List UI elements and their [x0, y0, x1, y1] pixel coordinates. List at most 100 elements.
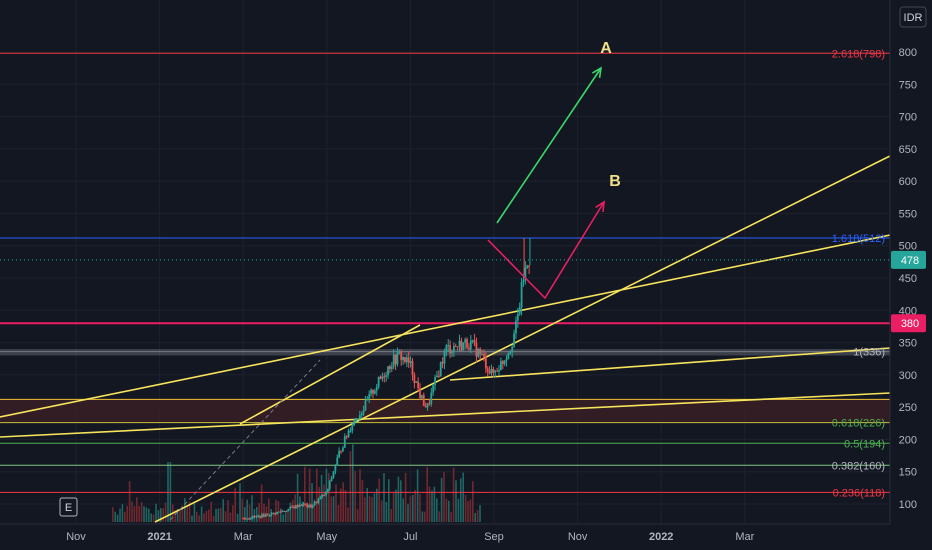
volume-bar — [330, 496, 332, 522]
time-axis[interactable]: Nov 2021 Mar May Jul Sep Nov 2022 Mar — [0, 523, 890, 543]
candle-body — [434, 377, 436, 386]
fib-label: 1.618(512) — [832, 233, 885, 245]
volume-bar — [390, 508, 392, 522]
candle-body — [270, 512, 273, 516]
candle-body — [387, 366, 389, 376]
candle-body — [264, 514, 267, 517]
volume-bar — [392, 491, 395, 522]
volume-bar — [289, 502, 292, 522]
candle-body — [390, 366, 393, 369]
zone-red — [0, 399, 890, 423]
candle-body — [330, 477, 333, 481]
candle-body — [362, 410, 365, 414]
events-button[interactable] — [59, 497, 78, 517]
events-label: E — [65, 502, 72, 514]
candle-body — [304, 503, 307, 505]
volume-bar — [318, 486, 320, 522]
volume-bar — [448, 500, 450, 522]
volume-bar — [419, 494, 421, 522]
price-tick-label: 650 — [899, 144, 917, 156]
candle-body — [443, 351, 446, 364]
volume-bar — [306, 502, 308, 522]
price-tick-label: 750 — [899, 79, 917, 91]
volume-bar — [224, 511, 227, 522]
candle-body — [451, 350, 453, 354]
volume-bar — [148, 508, 150, 522]
arrow-a — [496, 67, 602, 224]
volume-bar — [404, 472, 407, 522]
volume-bar — [359, 469, 361, 522]
candle-body — [492, 369, 495, 373]
candle-body — [285, 511, 288, 513]
candle-body — [321, 494, 324, 498]
candle-body — [432, 385, 435, 393]
volume-bar — [272, 511, 275, 522]
volume-bar — [150, 513, 152, 522]
candle-body — [507, 353, 510, 359]
candle-body — [276, 511, 278, 515]
arrow-b — [487, 201, 605, 300]
volume-bar — [292, 499, 294, 522]
candle-body — [458, 340, 461, 347]
volume-bar — [383, 473, 385, 522]
volume-bar — [284, 511, 287, 522]
price-tick-label: 350 — [899, 338, 917, 350]
candle-body — [306, 504, 309, 507]
candle-body — [417, 381, 420, 389]
price-tick-label: 300 — [899, 370, 917, 382]
candle-body — [278, 511, 280, 513]
candle-body — [259, 515, 262, 518]
price-tick-label: 550 — [899, 208, 917, 220]
volume-bar — [388, 479, 390, 522]
candle-body — [313, 501, 316, 506]
candle-body — [513, 333, 515, 347]
volume-bar — [140, 502, 143, 522]
time-tick-label: May — [316, 531, 337, 543]
candle-body — [242, 518, 245, 520]
volume-bar — [145, 507, 148, 522]
volume-bar — [152, 514, 155, 522]
candle-body — [257, 515, 260, 517]
time-tick-label: 2021 — [147, 531, 171, 543]
candle-body — [526, 265, 529, 268]
price-axis[interactable]: 1001502002503003504004505005506006507007… — [889, 0, 932, 550]
trend-line — [449, 347, 891, 381]
candle-body — [347, 430, 350, 437]
candle-body — [511, 346, 514, 352]
trend-line — [0, 392, 891, 438]
candle-body — [253, 516, 256, 518]
volume-bar — [282, 514, 284, 522]
candle-body — [379, 376, 382, 379]
volume-bar — [412, 494, 414, 522]
volume-bar — [126, 505, 128, 522]
time-tick-label: Nov — [66, 531, 86, 543]
candle-body — [499, 361, 502, 371]
volume-bar — [371, 497, 373, 522]
volume-bar — [445, 498, 448, 522]
volume-bar — [440, 477, 443, 522]
volume-bar — [186, 505, 188, 522]
candle-body — [405, 357, 408, 363]
candle-body — [370, 389, 373, 394]
candle-body — [389, 366, 391, 369]
trend-line — [239, 324, 421, 425]
price-tick-label: 500 — [899, 241, 917, 253]
volume-bar — [160, 508, 162, 522]
candle-body — [353, 419, 356, 426]
candle-body — [328, 480, 331, 489]
candle-body — [279, 511, 282, 513]
volume-bar — [193, 503, 196, 522]
candle-body — [501, 361, 504, 364]
candle-body — [479, 348, 482, 355]
candle-body — [268, 515, 271, 517]
price-tick-label: 150 — [899, 467, 917, 479]
candle-body — [244, 518, 246, 520]
candle-body — [281, 510, 284, 512]
candle-body — [422, 395, 425, 407]
volume-bar — [251, 495, 253, 522]
currency-box[interactable] — [899, 6, 927, 28]
candle-body — [413, 374, 416, 383]
price-badges: 478 380 — [0, 250, 926, 333]
volume-bar — [256, 506, 258, 522]
